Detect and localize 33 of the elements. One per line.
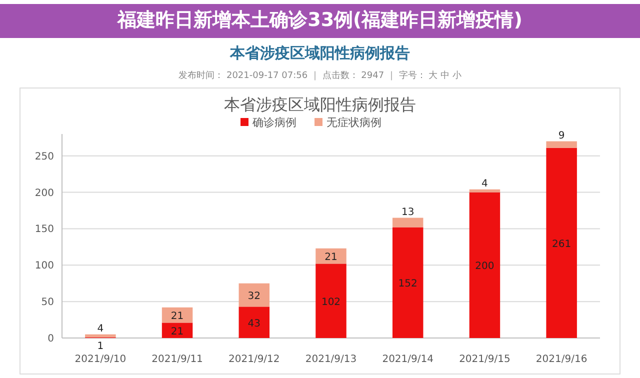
x-tick-label: 2021/9/12 xyxy=(228,354,280,365)
y-tick-label: 50 xyxy=(41,297,54,308)
data-label: 152 xyxy=(398,278,418,290)
text: 本省涉疫区域阳性病例报告 xyxy=(229,44,410,62)
data-label: 21 xyxy=(170,326,184,338)
data-label: 43 xyxy=(248,318,261,330)
x-tick-label: 2021/9/11 xyxy=(152,354,203,365)
x-tick-label: 2021/9/10 xyxy=(74,354,126,365)
data-label: 21 xyxy=(170,311,184,322)
legend-label: 确诊病例 xyxy=(252,116,296,129)
x-tick-label: 2021/9/16 xyxy=(536,354,588,365)
data-label: 13 xyxy=(401,206,414,218)
data-label: 9 xyxy=(558,130,565,142)
legend-label: 无症状病例 xyxy=(326,116,382,129)
y-tick-label: 200 xyxy=(34,188,54,199)
data-label: 4 xyxy=(97,323,104,334)
x-tick-label: 2021/9/14 xyxy=(382,354,434,365)
x-tick-label: 2021/9/13 xyxy=(305,354,357,365)
data-label: 200 xyxy=(475,261,494,272)
chart-title: 本省涉疫区域阳性病例报告 xyxy=(224,95,416,114)
x-tick-label: 2021/9/15 xyxy=(459,354,510,365)
data-label: 21 xyxy=(324,252,338,264)
data-label: 1 xyxy=(97,341,104,352)
data-label: 4 xyxy=(482,178,488,190)
data-label: 32 xyxy=(248,291,261,302)
text: 发布时间： 2021-09-17 07:56 ｜ 点击数： 2947 ｜ 字号： 大 中 小 xyxy=(178,70,462,81)
data-label: 102 xyxy=(321,296,341,308)
text: 福建昨日新增本土确诊33例(福建昨日新增疫情) xyxy=(116,9,522,31)
y-tick-label: 150 xyxy=(34,224,54,236)
y-tick-label: 0 xyxy=(48,334,54,344)
y-tick-label: 250 xyxy=(34,151,54,162)
data-label: 261 xyxy=(552,238,572,250)
y-tick-label: 100 xyxy=(34,260,54,272)
